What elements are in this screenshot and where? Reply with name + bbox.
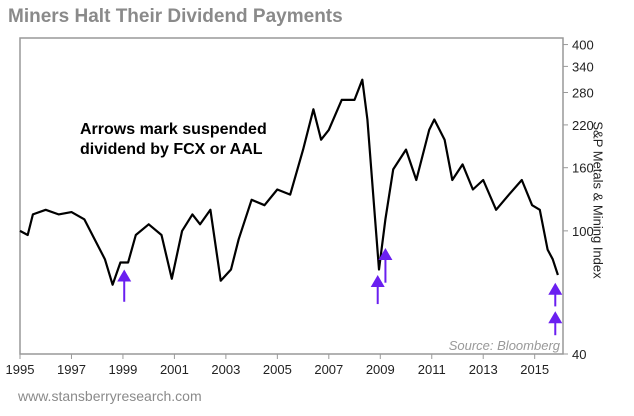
y-tick-label: 400 <box>572 38 594 53</box>
dividend-arrow-head <box>117 269 132 282</box>
y-tick-label: 340 <box>572 59 594 74</box>
dividend-arrow-head <box>548 282 563 295</box>
y-tick-label: 280 <box>572 85 594 100</box>
x-tick-label: 2015 <box>520 362 549 377</box>
x-tick-label: 2007 <box>314 362 343 377</box>
y-tick-label: 40 <box>572 347 586 362</box>
annotation-line-2: dividend by FCX or AAL <box>80 141 263 158</box>
x-tick-label: 2001 <box>160 362 189 377</box>
chart-annotation: Arrows mark suspended dividend by FCX or… <box>80 120 267 160</box>
index-line <box>19 78 559 286</box>
x-tick-label: 1997 <box>57 362 86 377</box>
x-tick-label: 2005 <box>263 362 292 377</box>
x-tick-label: 2011 <box>418 362 446 377</box>
x-tick-label: 2003 <box>211 362 240 377</box>
x-tick-label: 1995 <box>6 362 35 377</box>
y-tick-label: 220 <box>572 118 594 133</box>
x-tick-label: 2013 <box>469 362 498 377</box>
chart-title: Miners Halt Their Dividend Payments <box>8 6 343 27</box>
footer-url: www.stansberryresearch.com <box>18 388 202 404</box>
y-tick-label: 160 <box>572 161 594 176</box>
plot-frame <box>19 37 564 355</box>
dividend-arrow-head <box>378 248 393 261</box>
x-tick-label: 1999 <box>108 362 137 377</box>
y-tick-label: 100 <box>572 224 594 239</box>
source-label: Source: Bloomberg <box>448 338 560 353</box>
dividend-arrow-head <box>548 311 563 324</box>
dividend-arrow-head <box>370 275 385 288</box>
x-tick-label: 2009 <box>366 362 395 377</box>
y-axis-label: S&P Metals & Mining Index <box>590 121 606 279</box>
annotation-line-1: Arrows mark suspended <box>80 121 267 138</box>
